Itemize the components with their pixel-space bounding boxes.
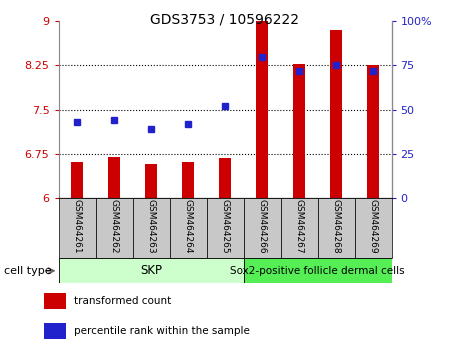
Text: Sox2-positive follicle dermal cells: Sox2-positive follicle dermal cells — [230, 266, 405, 276]
Bar — [144, 164, 158, 198]
Text: GSM464265: GSM464265 — [220, 199, 230, 254]
Text: cell type: cell type — [4, 266, 52, 276]
Bar — [181, 162, 194, 198]
Bar — [367, 65, 379, 198]
Bar — [318, 198, 355, 258]
Text: GSM464264: GSM464264 — [184, 199, 193, 254]
Bar — [292, 64, 306, 198]
Text: SKP: SKP — [140, 264, 162, 277]
Bar — [44, 293, 66, 309]
Text: GSM464266: GSM464266 — [257, 199, 266, 254]
Bar — [132, 198, 170, 258]
Bar — [170, 198, 207, 258]
Bar — [108, 157, 121, 198]
Text: transformed count: transformed count — [74, 296, 171, 306]
Bar — [44, 323, 66, 339]
Text: GSM464269: GSM464269 — [369, 199, 378, 254]
Text: GSM464261: GSM464261 — [72, 199, 81, 254]
Text: GSM464263: GSM464263 — [147, 199, 156, 254]
Bar — [243, 198, 280, 258]
Text: GDS3753 / 10596222: GDS3753 / 10596222 — [150, 12, 300, 27]
Bar — [58, 258, 243, 283]
Bar — [58, 198, 95, 258]
Bar — [280, 198, 318, 258]
Bar — [355, 198, 392, 258]
Bar — [95, 198, 132, 258]
Bar — [329, 30, 342, 198]
Text: GSM464262: GSM464262 — [109, 199, 118, 254]
Bar — [256, 21, 269, 198]
Bar — [207, 198, 243, 258]
Text: GSM464267: GSM464267 — [294, 199, 303, 254]
Bar — [219, 158, 231, 198]
Bar — [243, 258, 392, 283]
Bar — [71, 162, 84, 198]
Text: percentile rank within the sample: percentile rank within the sample — [74, 326, 249, 336]
Text: GSM464268: GSM464268 — [332, 199, 341, 254]
